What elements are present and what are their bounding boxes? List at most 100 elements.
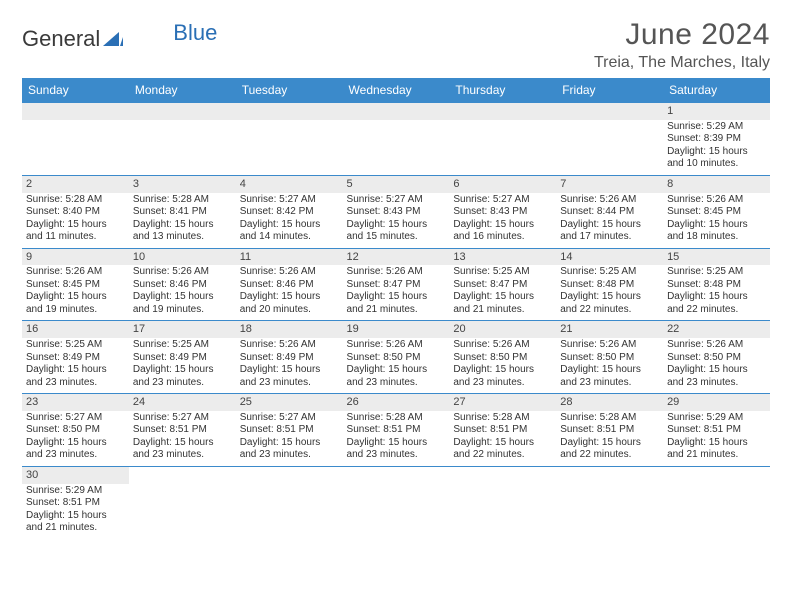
day-number-cell: 16	[22, 321, 129, 338]
day-number-cell: 3	[129, 175, 236, 192]
day-detail-row: Sunrise: 5:28 AMSunset: 8:40 PMDaylight:…	[22, 193, 770, 249]
calendar-table: SundayMondayTuesdayWednesdayThursdayFrid…	[22, 78, 770, 539]
sunset-text: Sunset: 8:42 PM	[240, 206, 339, 219]
day-detail-cell: Sunrise: 5:26 AMSunset: 8:44 PMDaylight:…	[556, 193, 663, 249]
day-detail-cell	[343, 120, 450, 176]
page-title: June 2024	[594, 18, 770, 52]
day-detail-cell: Sunrise: 5:27 AMSunset: 8:51 PMDaylight:…	[236, 411, 343, 467]
day-number-cell: 19	[343, 321, 450, 338]
sunset-text: Sunset: 8:49 PM	[240, 352, 339, 365]
sunset-text: Sunset: 8:51 PM	[347, 424, 446, 437]
day-number-cell: 18	[236, 321, 343, 338]
sunset-text: Sunset: 8:47 PM	[453, 279, 552, 292]
sunrise-text: Sunrise: 5:26 AM	[240, 266, 339, 279]
day-detail-cell: Sunrise: 5:27 AMSunset: 8:43 PMDaylight:…	[449, 193, 556, 249]
sunset-text: Sunset: 8:46 PM	[240, 279, 339, 292]
sunset-text: Sunset: 8:50 PM	[347, 352, 446, 365]
day-detail-row: Sunrise: 5:27 AMSunset: 8:50 PMDaylight:…	[22, 411, 770, 467]
sunrise-text: Sunrise: 5:26 AM	[667, 194, 766, 207]
logo-text-blue: Blue	[173, 20, 217, 46]
sunrise-text: Sunrise: 5:26 AM	[26, 266, 125, 279]
sunrise-text: Sunrise: 5:27 AM	[347, 194, 446, 207]
day-detail-row: Sunrise: 5:29 AMSunset: 8:39 PMDaylight:…	[22, 120, 770, 176]
day-number-row: 16171819202122	[22, 321, 770, 338]
sunset-text: Sunset: 8:43 PM	[347, 206, 446, 219]
sunset-text: Sunset: 8:51 PM	[133, 424, 232, 437]
day-detail-cell	[556, 120, 663, 176]
title-block: June 2024 Treia, The Marches, Italy	[594, 18, 770, 72]
daylight-text: Daylight: 15 hours and 23 minutes.	[240, 364, 339, 389]
day-detail-cell: Sunrise: 5:28 AMSunset: 8:51 PMDaylight:…	[449, 411, 556, 467]
sunset-text: Sunset: 8:39 PM	[667, 133, 766, 146]
day-number-cell	[663, 466, 770, 483]
day-detail-cell: Sunrise: 5:28 AMSunset: 8:51 PMDaylight:…	[556, 411, 663, 467]
day-number-cell: 8	[663, 175, 770, 192]
day-number-cell	[343, 466, 450, 483]
sunrise-text: Sunrise: 5:25 AM	[560, 266, 659, 279]
daylight-text: Daylight: 15 hours and 20 minutes.	[240, 291, 339, 316]
day-detail-cell: Sunrise: 5:29 AMSunset: 8:51 PMDaylight:…	[22, 484, 129, 539]
sunrise-text: Sunrise: 5:25 AM	[133, 339, 232, 352]
weekday-header: Monday	[129, 78, 236, 103]
weekday-header: Friday	[556, 78, 663, 103]
day-number-cell: 11	[236, 248, 343, 265]
sunset-text: Sunset: 8:51 PM	[240, 424, 339, 437]
day-number-cell	[236, 103, 343, 120]
day-number-row: 30	[22, 466, 770, 483]
day-number-cell: 4	[236, 175, 343, 192]
daylight-text: Daylight: 15 hours and 23 minutes.	[240, 437, 339, 462]
sunrise-text: Sunrise: 5:29 AM	[667, 412, 766, 425]
sunset-text: Sunset: 8:49 PM	[133, 352, 232, 365]
daylight-text: Daylight: 15 hours and 19 minutes.	[26, 291, 125, 316]
day-detail-cell: Sunrise: 5:25 AMSunset: 8:48 PMDaylight:…	[556, 265, 663, 321]
day-number-cell	[129, 103, 236, 120]
day-number-cell: 17	[129, 321, 236, 338]
weekday-header: Thursday	[449, 78, 556, 103]
day-number-cell	[236, 466, 343, 483]
daylight-text: Daylight: 15 hours and 21 minutes.	[347, 291, 446, 316]
sunset-text: Sunset: 8:50 PM	[667, 352, 766, 365]
day-number-cell: 29	[663, 394, 770, 411]
sunrise-text: Sunrise: 5:27 AM	[133, 412, 232, 425]
day-detail-row: Sunrise: 5:25 AMSunset: 8:49 PMDaylight:…	[22, 338, 770, 394]
calendar-body: 1Sunrise: 5:29 AMSunset: 8:39 PMDaylight…	[22, 103, 770, 539]
day-number-cell: 13	[449, 248, 556, 265]
day-detail-cell: Sunrise: 5:25 AMSunset: 8:47 PMDaylight:…	[449, 265, 556, 321]
day-detail-row: Sunrise: 5:26 AMSunset: 8:45 PMDaylight:…	[22, 265, 770, 321]
daylight-text: Daylight: 15 hours and 23 minutes.	[667, 364, 766, 389]
sunset-text: Sunset: 8:49 PM	[26, 352, 125, 365]
day-detail-cell: Sunrise: 5:27 AMSunset: 8:50 PMDaylight:…	[22, 411, 129, 467]
day-detail-cell: Sunrise: 5:29 AMSunset: 8:51 PMDaylight:…	[663, 411, 770, 467]
sunset-text: Sunset: 8:40 PM	[26, 206, 125, 219]
day-number-cell: 22	[663, 321, 770, 338]
day-detail-cell	[449, 120, 556, 176]
daylight-text: Daylight: 15 hours and 21 minutes.	[453, 291, 552, 316]
sunset-text: Sunset: 8:51 PM	[667, 424, 766, 437]
daylight-text: Daylight: 15 hours and 22 minutes.	[453, 437, 552, 462]
sunset-text: Sunset: 8:51 PM	[453, 424, 552, 437]
sunrise-text: Sunrise: 5:26 AM	[667, 339, 766, 352]
day-detail-cell: Sunrise: 5:25 AMSunset: 8:49 PMDaylight:…	[22, 338, 129, 394]
day-number-cell: 24	[129, 394, 236, 411]
daylight-text: Daylight: 15 hours and 23 minutes.	[453, 364, 552, 389]
sunrise-text: Sunrise: 5:28 AM	[26, 194, 125, 207]
day-detail-cell: Sunrise: 5:27 AMSunset: 8:42 PMDaylight:…	[236, 193, 343, 249]
day-detail-cell: Sunrise: 5:28 AMSunset: 8:40 PMDaylight:…	[22, 193, 129, 249]
sunset-text: Sunset: 8:47 PM	[347, 279, 446, 292]
sunrise-text: Sunrise: 5:28 AM	[453, 412, 552, 425]
day-detail-cell	[22, 120, 129, 176]
daylight-text: Daylight: 15 hours and 23 minutes.	[347, 364, 446, 389]
weekday-header: Sunday	[22, 78, 129, 103]
day-number-cell	[556, 103, 663, 120]
sunrise-text: Sunrise: 5:26 AM	[347, 266, 446, 279]
day-detail-cell	[129, 484, 236, 539]
day-number-row: 2345678	[22, 175, 770, 192]
day-detail-cell: Sunrise: 5:28 AMSunset: 8:51 PMDaylight:…	[343, 411, 450, 467]
day-number-cell: 6	[449, 175, 556, 192]
day-number-row: 1	[22, 103, 770, 120]
day-number-cell: 12	[343, 248, 450, 265]
daylight-text: Daylight: 15 hours and 23 minutes.	[26, 437, 125, 462]
day-detail-cell: Sunrise: 5:25 AMSunset: 8:48 PMDaylight:…	[663, 265, 770, 321]
sunset-text: Sunset: 8:46 PM	[133, 279, 232, 292]
day-number-cell: 10	[129, 248, 236, 265]
